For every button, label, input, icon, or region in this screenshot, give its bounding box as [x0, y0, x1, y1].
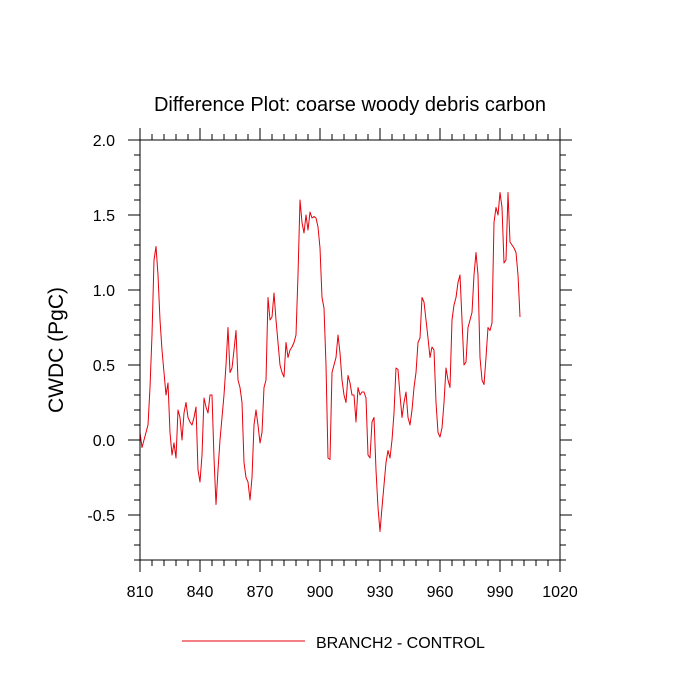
y-tick-label: 2.0: [93, 133, 115, 150]
series-line-0: [139, 192, 521, 532]
legend-label: BRANCH2 - CONTROL: [316, 635, 485, 652]
legend: BRANCH2 - CONTROL: [182, 635, 485, 652]
y-tick-label: 1.5: [93, 208, 115, 225]
y-tick-label: 0.5: [93, 358, 115, 375]
x-tick-label: 870: [247, 584, 274, 601]
chart-title: Difference Plot: coarse woody debris car…: [154, 94, 546, 116]
axis-ticks: 810 840 870 900 930 960 990 1020 -0.5 0.0 0.5 1.0 1.…: [87, 128, 578, 601]
y-tick-label: -0.5: [87, 508, 115, 525]
x-tick-label: 990: [487, 584, 514, 601]
x-tick-label: 930: [367, 584, 394, 601]
y-tick-label: 1.0: [93, 283, 115, 300]
x-tick-label: 810: [127, 584, 154, 601]
x-tick-label: 960: [427, 584, 454, 601]
x-tick-label: 1020: [542, 584, 578, 601]
series-layer: [139, 192, 521, 532]
y-tick-label: 0.0: [93, 433, 115, 450]
y-axis-label: CWDC (PgC): [45, 287, 68, 413]
x-tick-label: 900: [307, 584, 334, 601]
plot-frame: [139, 139, 561, 561]
x-tick-label: 840: [187, 584, 214, 601]
